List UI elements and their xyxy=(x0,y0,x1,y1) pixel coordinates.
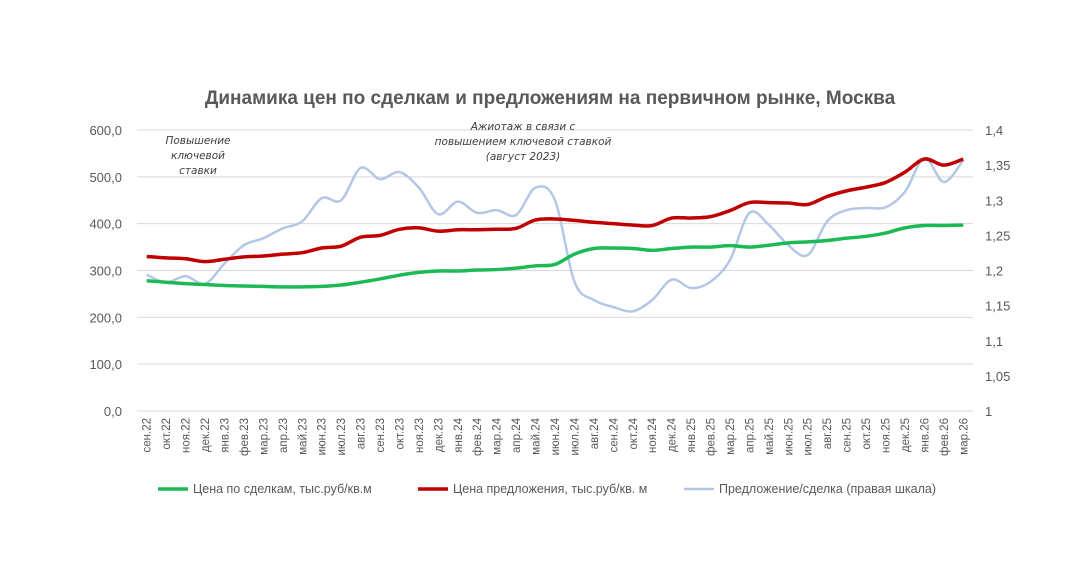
x-tick-label: ноя.22 xyxy=(181,418,193,453)
x-tick-label: янв.25 xyxy=(686,418,698,453)
series-line-1 xyxy=(146,157,964,264)
x-tick-label: фев.25 xyxy=(706,418,718,456)
y-right-tick-label: 1,4 xyxy=(985,123,1003,138)
x-tick-label: июл.24 xyxy=(569,417,581,455)
x-tick-label: мар.23 xyxy=(258,418,270,455)
x-tick-label: дек.22 xyxy=(200,418,212,452)
x-tick-label: сен.24 xyxy=(608,417,620,452)
x-tick-label: апр.25 xyxy=(744,418,756,453)
series-line-0 xyxy=(146,223,964,289)
legend-label: Предложение/сделка (правая шкала) xyxy=(719,482,936,496)
x-tick-label: фев.24 xyxy=(472,417,484,456)
x-tick-label: янв.23 xyxy=(219,418,231,453)
x-tick-label: окт.24 xyxy=(628,417,640,449)
x-tick-label: мар.25 xyxy=(725,418,737,455)
x-tick-label: ноя.25 xyxy=(881,418,893,453)
x-tick-label: сен.23 xyxy=(375,418,387,452)
x-tick-label: июн.23 xyxy=(317,418,329,455)
y-right-tick-label: 1,2 xyxy=(985,264,1003,279)
x-tick-label: июл.23 xyxy=(336,418,348,456)
x-tick-label: авг.23 xyxy=(356,418,368,449)
x-tick-label: апр.24 xyxy=(511,417,523,453)
y-right-tick-label: 1,3 xyxy=(985,193,1003,208)
x-tick-label: фев.26 xyxy=(939,418,951,456)
x-tick-label: мар.26 xyxy=(958,418,970,455)
y-right-tick-label: 1,25 xyxy=(985,228,1010,243)
x-tick-label: сен.22 xyxy=(142,418,154,452)
y-right-tick-label: 1 xyxy=(985,404,992,419)
y-right-tick-label: 1,15 xyxy=(985,299,1010,314)
annotation-text: (август 2023) xyxy=(486,151,561,163)
legend-label: Цена предложения, тыс.руб/кв. м xyxy=(453,482,647,496)
y-left-tick-label: 300,0 xyxy=(89,264,122,279)
y-right-tick-label: 1,35 xyxy=(985,158,1010,173)
chart-title: Динамика цен по сделкам и предложениям н… xyxy=(205,88,896,109)
y-left-tick-label: 0,0 xyxy=(104,404,122,419)
annotation-text: Ажиотаж в связи с xyxy=(470,121,576,133)
legend-label: Цена по сделкам, тыс.руб/кв.м xyxy=(193,482,372,496)
x-tick-label: май.23 xyxy=(297,418,309,455)
x-tick-label: авг.25 xyxy=(822,418,834,449)
series-line-2 xyxy=(146,156,965,313)
x-tick-label: сен.25 xyxy=(842,418,854,452)
x-tick-label: ноя.23 xyxy=(414,418,426,453)
y-right-tick-label: 1,05 xyxy=(985,369,1010,384)
x-tick-label: янв.26 xyxy=(919,418,931,453)
x-tick-label: окт.25 xyxy=(861,418,873,450)
annotation-text: ставки xyxy=(179,165,217,177)
x-tick-label: фев.23 xyxy=(239,418,251,456)
x-tick-label: дек.23 xyxy=(433,418,445,452)
y-left-tick-label: 600,0 xyxy=(89,123,122,138)
x-tick-label: июл.25 xyxy=(803,418,815,456)
x-tick-label: апр.23 xyxy=(278,418,290,453)
x-tick-label: мар.24 xyxy=(492,417,504,454)
y-left-tick-label: 200,0 xyxy=(89,310,122,325)
x-tick-label: июн.24 xyxy=(550,417,562,455)
x-tick-label: окт.23 xyxy=(394,418,406,450)
x-tick-label: май.24 xyxy=(531,417,543,454)
x-tick-label: дек.24 xyxy=(667,417,679,452)
y-left-tick-label: 400,0 xyxy=(89,217,122,232)
x-tick-label: авг.24 xyxy=(589,417,601,449)
annotation-text: повышением ключевой ставкой xyxy=(435,136,612,148)
annotation-text: Повышение xyxy=(165,135,230,147)
y-left-tick-label: 500,0 xyxy=(89,170,122,185)
x-tick-label: июн.25 xyxy=(783,418,795,455)
x-tick-label: окт.22 xyxy=(161,418,173,450)
x-tick-label: дек.25 xyxy=(900,418,912,452)
x-tick-label: янв.24 xyxy=(453,417,465,452)
y-right-tick-label: 1,1 xyxy=(985,334,1003,349)
x-tick-label: ноя.24 xyxy=(647,417,659,453)
x-tick-label: май.25 xyxy=(764,418,776,455)
y-left-tick-label: 100,0 xyxy=(89,357,122,372)
annotation-text: ключевой xyxy=(171,150,225,162)
